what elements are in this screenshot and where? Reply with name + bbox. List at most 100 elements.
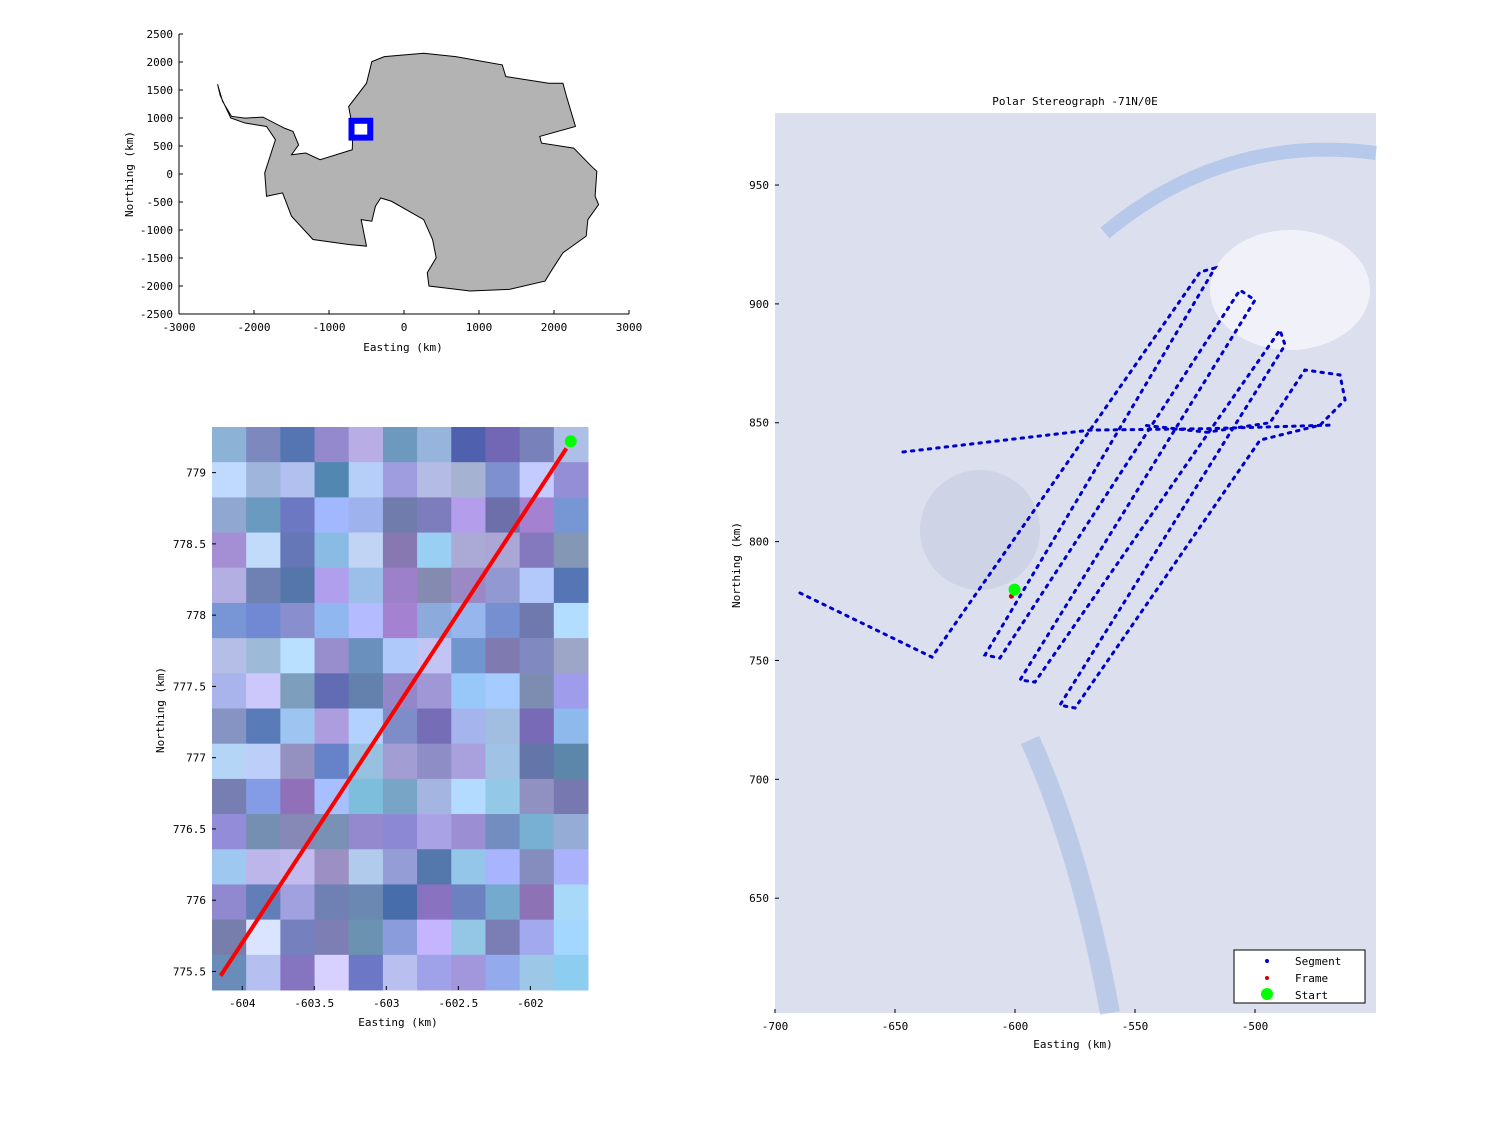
- y-axis-label: Northing (km): [154, 667, 167, 753]
- y-tick-label: 700: [749, 773, 769, 786]
- image-pixel: [348, 849, 384, 885]
- image-pixel: [451, 814, 486, 850]
- region-box: [348, 117, 374, 141]
- image-pixel: [519, 532, 555, 569]
- x-tick-label: 0: [401, 321, 408, 334]
- image-pixel: [382, 743, 418, 780]
- y-tick-label: 777: [186, 752, 206, 765]
- crevasse-area: [920, 470, 1040, 590]
- image-pixel: [348, 919, 384, 956]
- y-tick-label: 778.5: [173, 538, 206, 551]
- image-pixel: [314, 462, 350, 498]
- image-pixel: [485, 778, 521, 815]
- image-pixel: [553, 743, 589, 780]
- image-pixel: [212, 638, 247, 674]
- image-pixel: [314, 602, 350, 639]
- antarctica-coastline: [217, 52, 600, 292]
- x-tick-label: -603: [373, 997, 400, 1010]
- image-pixel: [485, 814, 521, 850]
- image-pixel: [519, 602, 555, 639]
- segment-track: [798, 265, 1347, 710]
- image-pixel: [314, 849, 350, 885]
- image-pixel: [553, 673, 589, 709]
- image-pixel: [348, 567, 384, 604]
- image-pixel: [417, 814, 452, 850]
- image-pixel: [451, 708, 486, 745]
- mountain-area: [1210, 230, 1370, 350]
- image-pixel: [246, 708, 281, 745]
- image-pixel: [246, 497, 281, 534]
- image-pixel: [553, 462, 589, 498]
- image-pixel: [314, 814, 350, 850]
- x-tick-label: -1000: [312, 321, 345, 334]
- frame-detail-panel: -604 -603.5 -603 -602.5 -602 779 778.5 778 777.5…: [154, 427, 589, 1029]
- image-pixel: [519, 814, 555, 850]
- image-pixel: [212, 849, 247, 885]
- image-pixel: [451, 954, 486, 991]
- image-pixel: [212, 602, 247, 639]
- x-axis-label: Easting (km): [1033, 1038, 1112, 1051]
- x-tick-label: -600: [1002, 1020, 1029, 1033]
- image-pixel: [246, 427, 281, 463]
- image-pixel: [280, 638, 316, 674]
- image-pixel: [451, 462, 486, 498]
- image-pixel: [417, 778, 452, 815]
- image-pixel: [451, 743, 486, 780]
- image-pixel: [348, 462, 384, 498]
- image-pixel: [348, 814, 384, 850]
- image-pixel: [280, 919, 316, 956]
- image-pixel: [246, 919, 281, 956]
- start-marker: [564, 435, 577, 448]
- y-tick-label: 1500: [147, 84, 174, 97]
- legend-segment-label: Segment: [1295, 955, 1341, 968]
- image-pixel: [485, 638, 521, 674]
- y-tick-label: 850: [749, 417, 769, 430]
- image-pixel: [519, 673, 555, 709]
- image-pixel: [382, 497, 418, 534]
- image-pixel: [417, 708, 452, 745]
- image-pixel: [246, 602, 281, 639]
- x-tick-label: -604: [229, 997, 256, 1010]
- image-pixel: [212, 462, 247, 498]
- image-pixel: [417, 919, 452, 956]
- image-pixel: [348, 884, 384, 921]
- image-pixel: [382, 638, 418, 674]
- y-tick-label: 950: [749, 179, 769, 192]
- image-pixel: [451, 673, 486, 709]
- x-tick-label: -700: [762, 1020, 789, 1033]
- image-pixel: [451, 849, 486, 885]
- image-pixel: [519, 849, 555, 885]
- y-tick-label: 1000: [147, 112, 174, 125]
- y-tick-label: 2500: [147, 28, 174, 41]
- image-pixel: [485, 427, 521, 463]
- y-tick-label: 800: [749, 536, 769, 549]
- image-pixel: [280, 708, 316, 745]
- image-pixel: [417, 497, 452, 534]
- image-pixel: [348, 954, 384, 991]
- legend-start-marker: [1261, 988, 1273, 1000]
- y-tick-label: 900: [749, 298, 769, 311]
- x-axis-label: Easting (km): [358, 1016, 437, 1029]
- image-pixel: [451, 919, 486, 956]
- image-pixel: [280, 532, 316, 569]
- image-pixel: [314, 673, 350, 709]
- x-tick-label: -603.5: [294, 997, 334, 1010]
- image-pixel: [553, 708, 589, 745]
- image-pixel: [485, 884, 521, 921]
- image-pixel: [314, 743, 350, 780]
- image-pixel: [382, 778, 418, 815]
- overview-map-panel: -3000 -2000 -1000 0 1000 2000 3000 2500 2000 1500…: [123, 28, 642, 354]
- y-tick-label: -1000: [140, 224, 173, 237]
- image-pixel: [485, 954, 521, 991]
- legend-frame-label: Frame: [1295, 972, 1328, 985]
- image-pixel: [451, 497, 486, 534]
- image-pixel: [280, 778, 316, 815]
- image-pixel: [212, 497, 247, 534]
- image-pixel: [553, 602, 589, 639]
- image-pixel: [519, 778, 555, 815]
- y-tick-label: 775.5: [173, 965, 206, 978]
- legend-start-label: Start: [1295, 989, 1328, 1002]
- image-pixel: [382, 602, 418, 639]
- image-pixel: [246, 849, 281, 885]
- image-pixel: [382, 462, 418, 498]
